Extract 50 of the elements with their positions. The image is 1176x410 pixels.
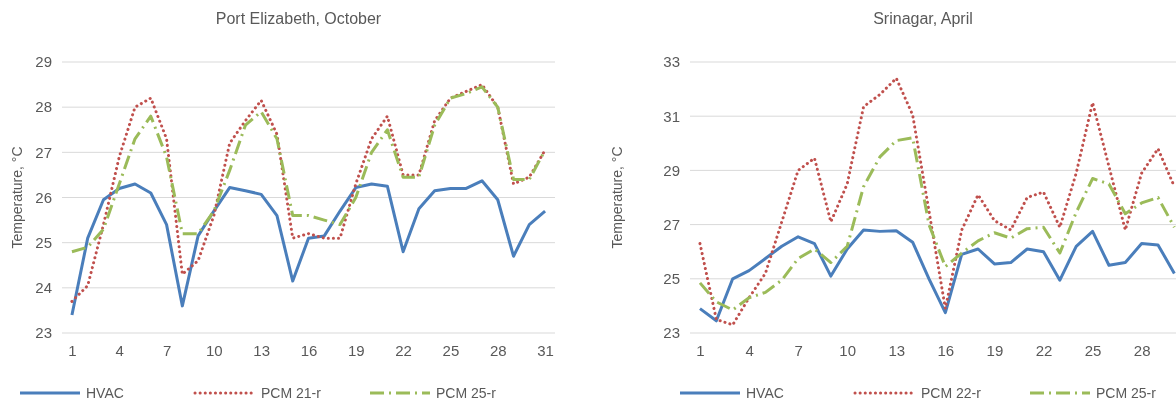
- x-tick-label: 10: [206, 341, 223, 359]
- chart-title: Srinagar, April: [873, 10, 973, 27]
- y-tick-label: 29: [663, 161, 680, 179]
- x-tick-label: 19: [986, 341, 1004, 359]
- x-tick-label: 16: [937, 341, 955, 359]
- x-tick-label: 7: [794, 341, 803, 359]
- y-tick-label: 29: [35, 53, 52, 71]
- x-tick-label: 16: [300, 341, 318, 359]
- y-tick-label: 31: [663, 107, 680, 125]
- y-axis-title: Temperature, °C: [609, 146, 625, 249]
- x-tick-label: 28: [489, 341, 507, 359]
- line-series: [70, 179, 547, 317]
- x-tick-label: 31: [537, 341, 554, 359]
- y-tick-label: 26: [35, 188, 52, 206]
- x-tick-label: 28: [1133, 341, 1151, 359]
- x-tick-label: 25: [442, 341, 460, 359]
- x-tick-label: 1: [68, 341, 77, 359]
- y-tick-label: 23: [663, 324, 680, 342]
- x-tick-label: 10: [839, 341, 857, 359]
- x-tick-label: 4: [745, 341, 754, 359]
- x-tick-label: 19: [347, 341, 365, 359]
- x-tick-label: 1: [696, 341, 705, 359]
- line-series: [698, 136, 1176, 312]
- line-series: [70, 83, 547, 303]
- y-tick-label: 28: [35, 98, 52, 116]
- x-tick-label: 4: [115, 341, 124, 359]
- x-tick-label: 13: [888, 341, 906, 359]
- y-tick-label: 33: [663, 53, 680, 71]
- x-tick-label: 22: [395, 341, 412, 359]
- legend-label: HVAC: [746, 385, 784, 401]
- x-tick-label: 13: [253, 341, 271, 359]
- line-series: [698, 228, 1176, 323]
- y-tick-label: 23: [35, 324, 52, 342]
- legend-label: PCM 21-r: [261, 385, 322, 401]
- y-axis-title: Temperature, °C: [9, 146, 25, 249]
- y-tick-label: 25: [35, 233, 52, 251]
- line-series: [70, 85, 547, 254]
- x-tick-label: 7: [162, 341, 172, 359]
- y-tick-label: 27: [663, 215, 680, 233]
- legend-label: PCM 25-r: [436, 385, 497, 401]
- legend-label: PCM 22-r: [921, 385, 982, 401]
- chart-title: Port Elizabeth, October: [215, 10, 382, 27]
- legend-label: HVAC: [86, 385, 124, 401]
- legend-label: PCM 25-r: [1096, 385, 1157, 401]
- y-tick-label: 24: [35, 279, 52, 297]
- y-tick-label: 25: [663, 270, 680, 288]
- x-tick-label: 25: [1084, 341, 1102, 359]
- x-tick-label: 22: [1035, 341, 1053, 359]
- y-tick-label: 27: [35, 143, 52, 161]
- line-series: [698, 76, 1176, 327]
